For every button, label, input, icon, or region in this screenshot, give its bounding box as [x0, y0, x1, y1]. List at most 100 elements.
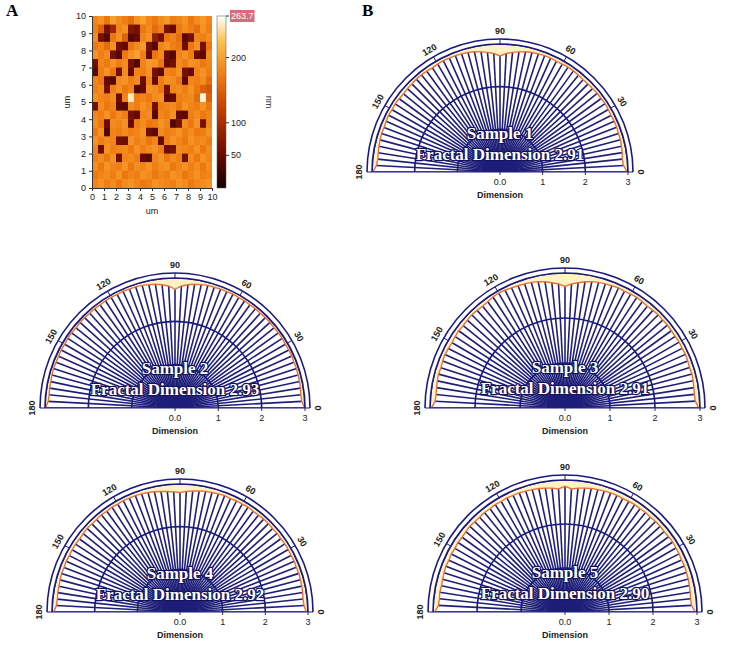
angle-tick	[497, 493, 500, 497]
heatmap-cell	[110, 162, 117, 171]
heatmap-cell	[158, 162, 165, 171]
heatmap-cell	[176, 154, 183, 163]
angle-tick	[367, 172, 372, 173]
angle-tick-label: 60	[244, 483, 258, 497]
angle-axis-line	[45, 278, 305, 408]
heatmap-cell	[206, 59, 212, 68]
angle-axis-outer-ring	[425, 268, 705, 408]
heatmap-cell	[194, 128, 201, 137]
heatmap-cell	[194, 119, 201, 128]
y-tick: 4	[81, 115, 92, 125]
heatmap-cell	[152, 119, 159, 128]
y-tick-label: 8	[81, 46, 86, 56]
heatmap-cell	[206, 93, 212, 102]
x-tick-label: 5	[150, 192, 155, 202]
heatmap-cell	[164, 179, 171, 188]
heatmap-cell	[194, 111, 201, 120]
heatmap-cell	[140, 33, 147, 42]
heatmap-cell	[164, 136, 171, 145]
heatmap-cell	[128, 102, 135, 111]
heatmap-cell	[176, 93, 183, 102]
heatmap-cell	[116, 179, 123, 188]
heatmap-cell	[170, 50, 177, 59]
angle-tick-label: 0	[313, 405, 323, 410]
heatmap-cell	[122, 59, 129, 68]
y-tick-mark	[89, 50, 92, 51]
heatmap-cell	[146, 25, 153, 34]
heatmap-cell	[170, 145, 177, 154]
plot-area	[372, 44, 628, 172]
heatmap-cell	[128, 76, 135, 85]
heatmap-cell	[98, 179, 105, 188]
angle-tick	[428, 612, 433, 613]
heatmap-cell	[206, 76, 212, 85]
annotation: Fractal Dimension 2.93	[91, 380, 260, 399]
heatmap-cell	[128, 42, 135, 51]
heatmap-cell	[194, 154, 201, 163]
heatmap-cell	[140, 154, 147, 163]
angle-axis-outer-ring	[40, 273, 310, 408]
x-tick-mark	[128, 188, 129, 191]
radial-tick	[700, 408, 701, 411]
heatmap-cell	[128, 111, 135, 120]
heatmap-cell	[134, 102, 141, 111]
angle-tick	[611, 106, 615, 109]
heatmap-cell	[176, 85, 183, 94]
heatmap-cell	[134, 154, 141, 163]
angle-tick	[682, 338, 686, 341]
heatmap-cell	[152, 93, 159, 102]
dimension-outline	[431, 282, 698, 408]
x-tick-mark	[188, 188, 189, 191]
heatmap-cell	[140, 76, 147, 85]
radial-tick-label: 1	[607, 413, 612, 423]
angle-tick-label: 150	[370, 92, 386, 110]
heatmap-cell	[152, 42, 159, 51]
heatmap-cell	[98, 50, 105, 59]
angle-tick-label: 120	[482, 272, 500, 288]
heatmap-cell	[98, 33, 105, 42]
polar-panel: 03060901201501800.0123DimensionSample 4F…	[34, 466, 326, 640]
heatmap-cell	[152, 76, 159, 85]
plot-area	[52, 484, 308, 612]
angle-tick	[434, 57, 437, 61]
y-tick-label: 1	[81, 166, 86, 176]
heatmap-cell	[170, 85, 177, 94]
heatmap-cell	[158, 93, 165, 102]
heatmap-cell	[194, 136, 201, 145]
heatmap-cell	[194, 102, 201, 111]
heatmap-cell	[110, 111, 117, 120]
heatmap-cell	[122, 128, 129, 137]
x-tick: 9	[198, 188, 203, 202]
colorbar	[217, 16, 226, 188]
polar-panel: 03060901201501800.0123DimensionSample 5F…	[415, 462, 715, 640]
angle-tick-label: 60	[564, 43, 578, 57]
heatmap-cell	[188, 50, 195, 59]
dimension-outline	[435, 486, 695, 612]
angle-tick-label: 150	[429, 325, 445, 343]
heatmap-cell	[98, 68, 105, 77]
heatmap-cell	[128, 145, 135, 154]
heatmap-cell	[140, 171, 147, 180]
heatmap-cell	[134, 16, 141, 25]
angle-tick	[288, 341, 292, 344]
heatmap-cell	[134, 33, 141, 42]
angle-tick	[444, 338, 448, 341]
heatmap-cell	[176, 162, 183, 171]
angle-tick	[564, 57, 567, 61]
heatmap-cell	[104, 145, 111, 154]
x-tick: 5	[150, 188, 155, 202]
heatmap-cell	[200, 68, 207, 77]
heatmap-cell	[134, 68, 141, 77]
heatmap-cell	[104, 136, 111, 145]
heatmap-cell	[98, 111, 105, 120]
heatmap-cell	[158, 76, 165, 85]
angle-tick	[700, 408, 705, 409]
heatmap-cell	[170, 102, 177, 111]
heatmap-cell	[134, 85, 141, 94]
heatmap-cell	[176, 136, 183, 145]
heatmap-cell	[188, 25, 195, 34]
angle-tick	[679, 544, 683, 547]
heatmap-cell	[104, 93, 111, 102]
heatmap-cell	[110, 179, 117, 188]
x-tick-mark	[200, 188, 201, 191]
